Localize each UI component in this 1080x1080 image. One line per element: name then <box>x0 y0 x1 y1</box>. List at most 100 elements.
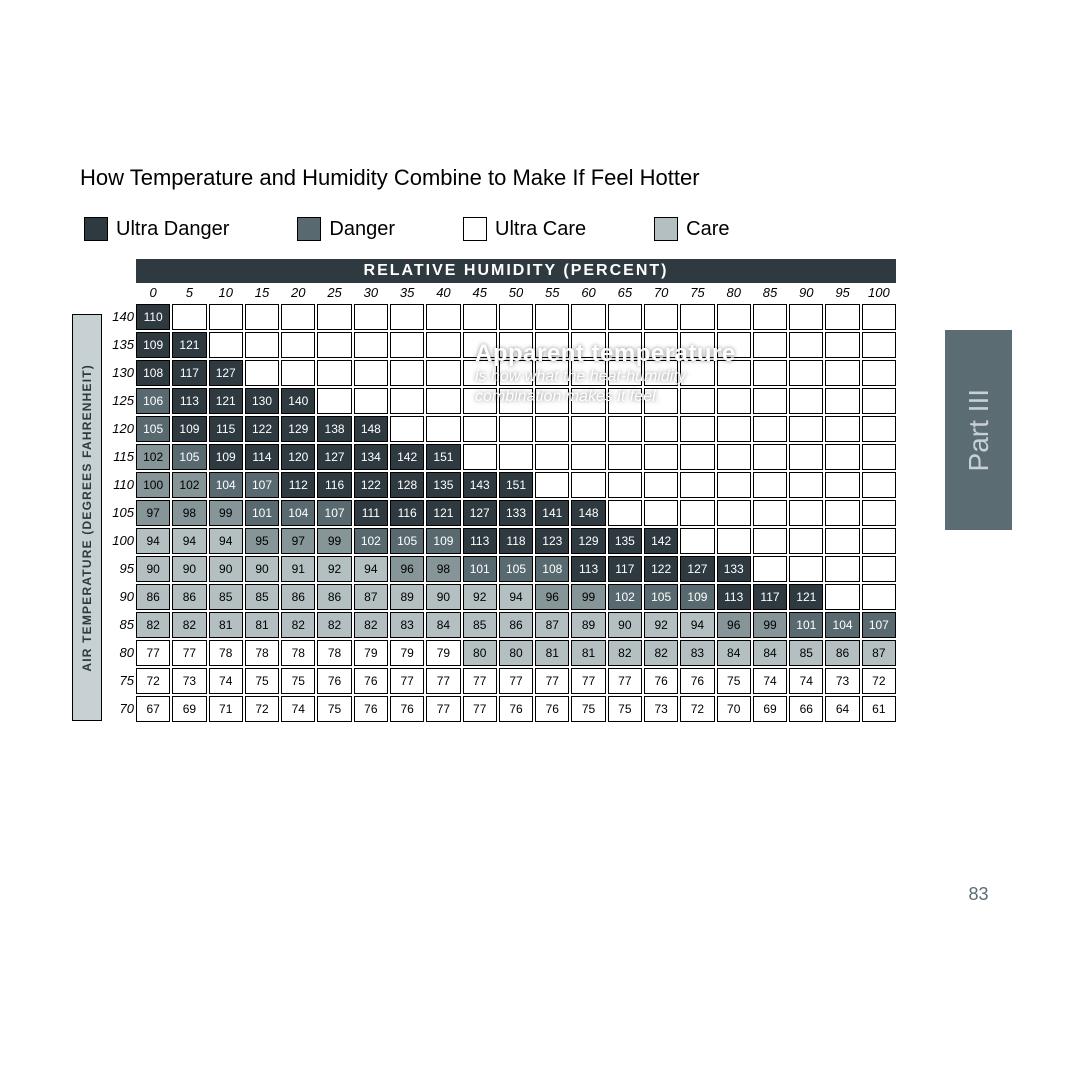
heat-cell <box>680 528 714 554</box>
heat-cell: 90 <box>245 556 279 582</box>
heat-cell: 107 <box>245 472 279 498</box>
heat-cell <box>717 444 751 470</box>
x-tick: 70 <box>644 285 678 300</box>
x-tick: 25 <box>317 285 351 300</box>
heat-cell: 69 <box>753 696 787 722</box>
swatch-danger <box>297 217 321 241</box>
heat-cell: 75 <box>245 668 279 694</box>
heat-cell <box>463 444 497 470</box>
heat-cell <box>644 388 678 414</box>
heat-cell: 84 <box>753 640 787 666</box>
heat-cell: 100 <box>136 472 170 498</box>
heat-cell <box>753 304 787 330</box>
heat-cell <box>862 304 896 330</box>
y-tick: 100 <box>102 533 134 548</box>
heat-cell <box>463 388 497 414</box>
page-number: 83 <box>945 884 1012 905</box>
heat-cell <box>862 500 896 526</box>
heat-cell: 85 <box>463 612 497 638</box>
y-tick: 125 <box>102 393 134 408</box>
heat-cell <box>825 416 859 442</box>
heat-cell <box>717 472 751 498</box>
heat-cell: 77 <box>535 668 569 694</box>
heat-cell: 94 <box>499 584 533 610</box>
heat-cell: 72 <box>680 696 714 722</box>
heat-cell: 102 <box>354 528 388 554</box>
heat-cell: 78 <box>245 640 279 666</box>
heat-cell: 90 <box>172 556 206 582</box>
heat-cell: 101 <box>245 500 279 526</box>
heat-cell: 106 <box>136 388 170 414</box>
heat-cell <box>571 388 605 414</box>
swatch-ultra-care <box>463 217 487 241</box>
heat-cell: 97 <box>281 528 315 554</box>
heat-cell: 105 <box>499 556 533 582</box>
heat-cell <box>463 304 497 330</box>
legend-item-care: Care <box>654 217 729 241</box>
heat-cell: 84 <box>717 640 751 666</box>
heat-cell: 76 <box>680 668 714 694</box>
heat-cell <box>535 388 569 414</box>
heat-cell: 98 <box>426 556 460 582</box>
heat-cell: 94 <box>680 612 714 638</box>
chart-title: How Temperature and Humidity Combine to … <box>80 165 910 191</box>
heat-cell: 78 <box>209 640 243 666</box>
heat-cell: 108 <box>136 360 170 386</box>
heat-cell <box>426 304 460 330</box>
heat-cell: 69 <box>172 696 206 722</box>
heat-cell: 120 <box>281 444 315 470</box>
heat-cell: 92 <box>644 612 678 638</box>
heat-cell: 138 <box>317 416 351 442</box>
heat-cell: 82 <box>136 612 170 638</box>
heat-cell: 77 <box>426 696 460 722</box>
heat-cell: 105 <box>644 584 678 610</box>
heat-cell <box>354 360 388 386</box>
x-tick: 80 <box>717 285 751 300</box>
heat-cell <box>862 416 896 442</box>
heat-cell: 71 <box>209 696 243 722</box>
section-tab: Part III <box>945 330 1012 530</box>
heat-cell: 92 <box>463 584 497 610</box>
heat-cell <box>535 360 569 386</box>
heat-cell: 96 <box>535 584 569 610</box>
legend-item-ultra-danger: Ultra Danger <box>84 217 229 241</box>
heat-cell: 102 <box>136 444 170 470</box>
heat-cell <box>862 444 896 470</box>
heat-cell <box>463 416 497 442</box>
heat-cell: 74 <box>209 668 243 694</box>
heat-cell <box>825 444 859 470</box>
swatch-ultra-danger <box>84 217 108 241</box>
heat-cell: 75 <box>608 696 642 722</box>
legend-item-ultra-care: Ultra Care <box>463 217 586 241</box>
heat-cell: 66 <box>789 696 823 722</box>
x-tick: 90 <box>789 285 823 300</box>
x-tick: 35 <box>390 285 424 300</box>
heat-cell: 135 <box>608 528 642 554</box>
heat-cell: 74 <box>753 668 787 694</box>
heat-cell <box>753 332 787 358</box>
heat-cell <box>789 416 823 442</box>
x-tick: 5 <box>172 285 206 300</box>
heat-cell: 140 <box>281 388 315 414</box>
heat-cell: 142 <box>644 528 678 554</box>
heat-cell <box>209 332 243 358</box>
heat-cell: 109 <box>136 332 170 358</box>
heat-cell: 94 <box>172 528 206 554</box>
heat-cell: 84 <box>426 612 460 638</box>
y-tick: 105 <box>102 505 134 520</box>
heat-cell <box>571 332 605 358</box>
heat-cell: 77 <box>463 668 497 694</box>
legend-label: Danger <box>329 218 395 241</box>
heat-cell <box>862 388 896 414</box>
heat-cell: 133 <box>717 556 751 582</box>
heat-cell: 117 <box>608 556 642 582</box>
heat-cell: 90 <box>209 556 243 582</box>
heat-cell: 73 <box>172 668 206 694</box>
heat-cell: 99 <box>209 500 243 526</box>
heat-cell: 81 <box>245 612 279 638</box>
heat-cell <box>535 444 569 470</box>
x-tick: 0 <box>136 285 170 300</box>
x-tick: 40 <box>426 285 460 300</box>
heat-cell: 85 <box>789 640 823 666</box>
heat-cell <box>862 528 896 554</box>
